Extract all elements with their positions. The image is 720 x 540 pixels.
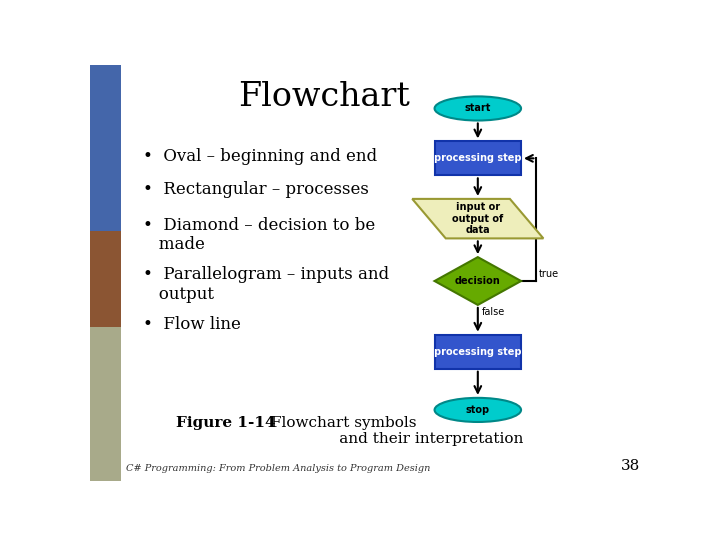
Text: stop: stop: [466, 405, 490, 415]
Text: decision: decision: [455, 276, 500, 286]
FancyBboxPatch shape: [90, 65, 121, 327]
FancyBboxPatch shape: [90, 327, 121, 481]
Text: Flowchart symbols
              and their interpretation: Flowchart symbols and their interpretati…: [271, 416, 523, 447]
Text: start: start: [464, 104, 491, 113]
Text: •  Rectangular – processes: • Rectangular – processes: [143, 181, 369, 198]
Text: •  Diamond – decision to be
   made: • Diamond – decision to be made: [143, 217, 375, 253]
Text: false: false: [482, 307, 505, 317]
Text: Figure 1-14: Figure 1-14: [176, 416, 276, 430]
Text: C# Programming: From Problem Analysis to Program Design: C# Programming: From Problem Analysis to…: [126, 464, 431, 473]
FancyBboxPatch shape: [435, 335, 521, 369]
Polygon shape: [413, 199, 544, 238]
Text: 38: 38: [621, 459, 639, 473]
Text: processing step: processing step: [434, 153, 521, 164]
Ellipse shape: [435, 398, 521, 422]
Text: input or
output of
data: input or output of data: [452, 202, 503, 235]
Ellipse shape: [435, 97, 521, 120]
Text: •  Oval – beginning and end: • Oval – beginning and end: [143, 148, 377, 165]
Text: Flowchart: Flowchart: [238, 82, 410, 113]
Text: •  Parallelogram – inputs and
   output: • Parallelogram – inputs and output: [143, 266, 389, 303]
FancyBboxPatch shape: [435, 141, 521, 176]
Text: true: true: [539, 269, 559, 279]
Text: •  Flow line: • Flow line: [143, 316, 241, 333]
FancyBboxPatch shape: [90, 65, 121, 231]
Text: processing step: processing step: [434, 347, 521, 357]
Polygon shape: [435, 257, 521, 305]
